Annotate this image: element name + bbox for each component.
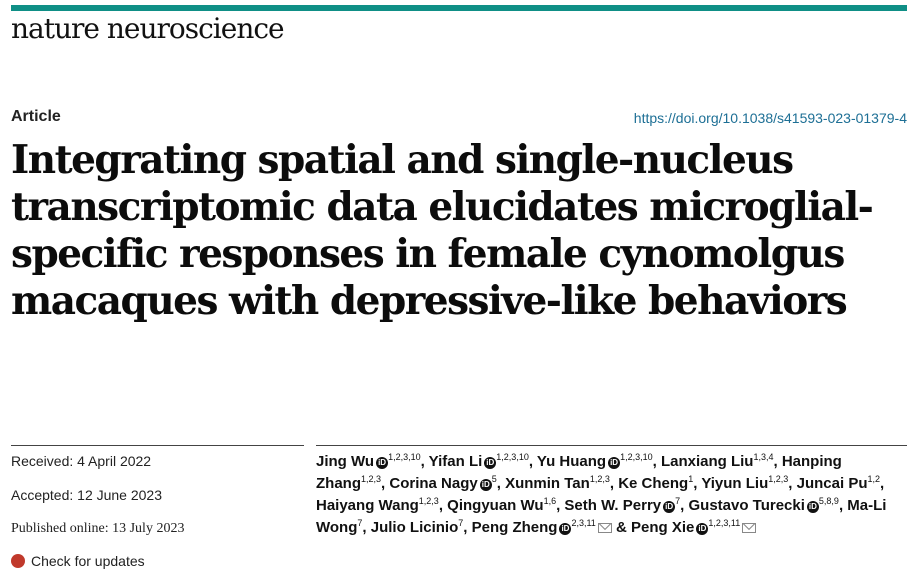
orcid-icon[interactable]: iD	[479, 479, 492, 491]
author-separator: ,	[528, 453, 537, 470]
article-type-label: Article	[11, 108, 61, 125]
author-item: Ke Cheng1,	[618, 474, 702, 493]
author-name[interactable]: Corina Nagy	[389, 475, 478, 492]
author-separator: ,	[609, 475, 619, 492]
check-for-updates-button[interactable]: Check for updates	[11, 553, 145, 569]
author-affiliation: 1	[688, 474, 694, 484]
orcid-icon[interactable]: iD	[806, 501, 819, 513]
author-item: Xunmin Tan1,2,3,	[505, 474, 619, 493]
author-affiliation: 1,6	[543, 496, 557, 506]
author-separator: ,	[420, 453, 429, 470]
orcid-icon[interactable]: iD	[559, 523, 572, 535]
author-affiliation: 1,2,3	[418, 496, 439, 506]
orcid-icon[interactable]: iD	[484, 457, 497, 469]
mail-icon[interactable]	[742, 523, 757, 533]
received-date: Received: 4 April 2022	[11, 453, 152, 469]
author-affiliation: 5	[491, 474, 497, 484]
author-separator: ,	[693, 475, 702, 492]
author-name[interactable]: Lanxiang Liu	[660, 453, 754, 470]
author-affiliation: 1,3,4	[753, 452, 774, 462]
author-affiliation: 5,8,9	[818, 496, 839, 506]
orcid-icon[interactable]: iD	[663, 501, 676, 513]
author-affiliation: 1,2,3	[589, 474, 610, 484]
author-list: Jing Wu iD1,2,3,10, Yifan Li iD1,2,3,10, Y…	[316, 451, 906, 539]
mail-icon[interactable]	[597, 523, 612, 533]
author-affiliation: 1,2,3,10	[388, 452, 421, 462]
divider-right	[316, 445, 907, 446]
author-item: Juncai Pu1,2,	[796, 474, 885, 493]
author-separator: ,	[438, 497, 448, 514]
author-affiliation: 7	[458, 518, 464, 528]
doi-link[interactable]: https://doi.org/10.1038/s41593-023-01379…	[633, 110, 907, 126]
author-name[interactable]: Xunmin Tan	[505, 475, 590, 492]
author-separator: ,	[463, 519, 472, 536]
journal-accent-bar	[11, 5, 907, 11]
author-item: Qingyuan Wu1,6,	[447, 496, 565, 515]
author-affiliation: 1,2,3	[361, 474, 382, 484]
author-item: Lanxiang Liu1,3,4,	[660, 452, 782, 471]
author-name[interactable]: Hanping Zhang	[316, 453, 842, 492]
author-name[interactable]: Julio Licinio	[370, 519, 459, 536]
author-name[interactable]: Haiyang Wang	[316, 497, 419, 514]
author-item: Haiyang Wang1,2,3,	[316, 496, 448, 515]
author-affiliation: 1,2,3,10	[620, 452, 653, 462]
author-separator: ,	[788, 475, 797, 492]
author-separator: ,	[556, 497, 565, 514]
author-item: Peng Xie iD1,2,3,11	[630, 518, 757, 536]
author-item: Hanping Zhang1,2,3,	[316, 453, 842, 492]
accepted-date: Accepted: 12 June 2023	[11, 487, 163, 503]
author-name[interactable]: Gustavo Turecki	[688, 497, 805, 514]
author-item: Peng Zheng iD2,3,11 &	[471, 518, 631, 537]
author-item: Ma-Li Wong7,	[316, 497, 886, 536]
author-name[interactable]: Peng Xie	[630, 519, 695, 536]
author-item: Jing Wu iD1,2,3,10,	[316, 452, 429, 471]
author-separator: ,	[652, 453, 661, 470]
article-title: Integrating spatial and single-nucleus t…	[11, 137, 874, 324]
author-separator: ,	[381, 475, 390, 492]
journal-name[interactable]: nature neuroscience	[11, 12, 285, 45]
author-item: Gustavo Turecki iD5,8,9,	[688, 496, 848, 515]
check-updates-icon	[11, 554, 25, 568]
author-affiliation: 1,2,3,11	[708, 518, 741, 528]
author-affiliation: 1,2	[867, 474, 881, 484]
orcid-icon[interactable]: iD	[376, 457, 389, 469]
author-item: Julio Licinio7,	[370, 518, 472, 537]
author-name[interactable]: Juncai Pu	[796, 475, 868, 492]
author-affiliation: 7	[357, 518, 363, 528]
author-separator: &	[611, 519, 631, 536]
author-separator: ,	[838, 497, 848, 514]
author-separator: ,	[880, 475, 885, 492]
author-item: Seth W. Perry iD7,	[564, 496, 689, 515]
author-name[interactable]: Yu Huang	[536, 453, 607, 470]
published-date: Published online: 13 July 2023	[11, 521, 185, 536]
check-for-updates-label: Check for updates	[31, 553, 145, 569]
author-separator: ,	[680, 497, 689, 514]
author-name[interactable]: Yiyun Liu	[701, 475, 769, 492]
author-affiliation: 7	[675, 496, 681, 506]
author-item: Yifan Li iD1,2,3,10,	[428, 452, 537, 471]
author-affiliation: 1,2,3	[768, 474, 789, 484]
author-affiliation: 1,2,3,10	[496, 452, 529, 462]
author-name[interactable]: Ke Cheng	[618, 475, 689, 492]
author-name[interactable]: Jing Wu	[316, 453, 375, 470]
orcid-icon[interactable]: iD	[696, 523, 709, 535]
author-item: Yu Huang iD1,2,3,10,	[536, 452, 661, 471]
author-item: Corina Nagy iD5,	[389, 474, 506, 493]
divider-left	[11, 445, 304, 446]
author-name[interactable]: Ma-Li Wong	[316, 497, 887, 536]
author-name[interactable]: Peng Zheng	[471, 519, 558, 536]
author-separator: ,	[362, 519, 371, 536]
author-item: Yiyun Liu1,2,3,	[701, 474, 797, 493]
author-name[interactable]: Qingyuan Wu	[447, 497, 544, 514]
author-name[interactable]: Yifan Li	[428, 453, 483, 470]
author-affiliation: 2,3,11	[571, 518, 596, 528]
author-separator: ,	[496, 475, 506, 492]
author-name[interactable]: Seth W. Perry	[564, 497, 662, 514]
author-separator: ,	[773, 453, 782, 470]
orcid-icon[interactable]: iD	[608, 457, 621, 469]
